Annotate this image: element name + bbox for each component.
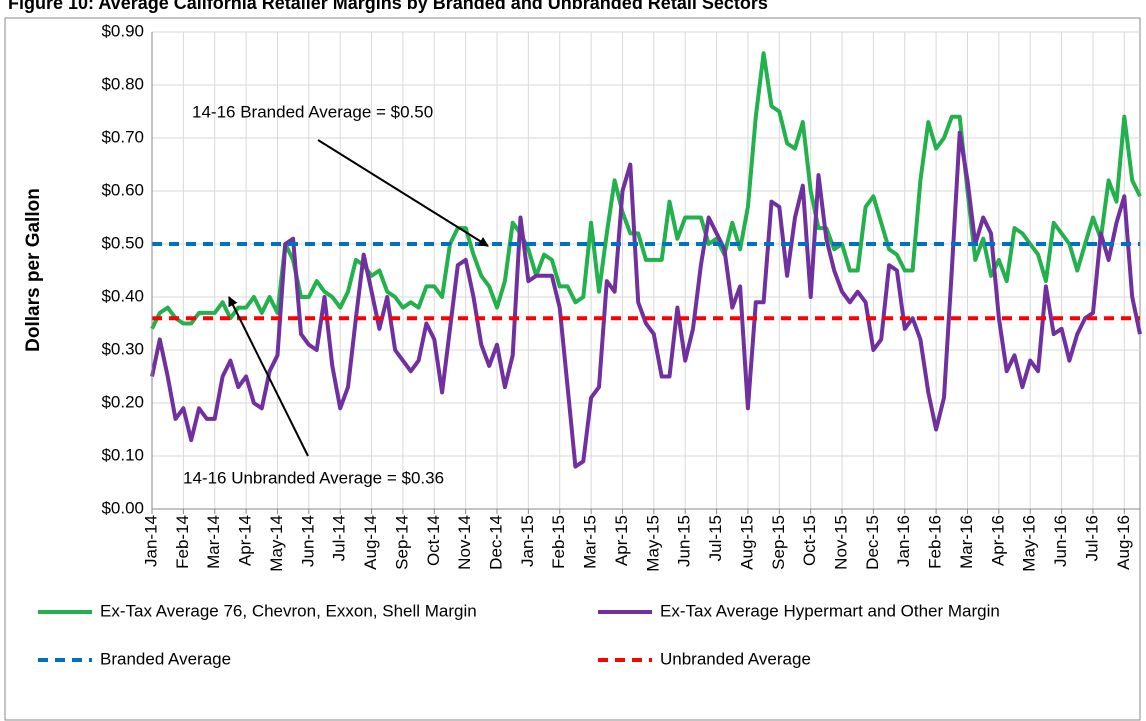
legend-label: Branded Average [100,649,231,668]
x-tick-label: Nov-14 [455,515,474,570]
x-tick-label: Apr-14 [236,515,255,566]
x-tick-label: Jul-14 [330,515,349,561]
annotation: 14-16 Branded Average = $0.50 [192,102,433,121]
y-axis-title: Dollars per Gallon [23,188,44,352]
x-tick-label: May-15 [643,515,662,572]
y-tick-label: $0.60 [101,180,144,199]
x-tick-label: Feb-16 [926,515,945,569]
x-tick-label: Apr-15 [612,515,631,566]
x-tick-label: Jul-16 [1082,515,1101,561]
x-tick-label: Oct-14 [424,515,443,566]
chart-title: Figure 10: Average California Retailer M… [8,0,768,13]
y-tick-label: $0.20 [101,392,144,411]
y-tick-label: $0.90 [101,21,144,40]
x-tick-label: Jun-14 [298,515,317,567]
x-tick-label: Feb-15 [549,515,568,569]
legend-label: Unbranded Average [660,649,811,668]
chart-border [4,17,1141,721]
x-tick-label: Mar-14 [204,515,223,569]
x-tick-label: Jun-16 [1051,515,1070,567]
x-tick-label: Jun-15 [675,515,694,567]
x-tick-label: Mar-15 [581,515,600,569]
y-tick-label: $0.50 [101,233,144,252]
y-tick-label: $0.30 [101,339,144,358]
x-tick-label: Nov-15 [832,515,851,570]
x-tick-label: Jan-15 [518,515,537,567]
x-tick-label: Apr-16 [988,515,1007,566]
legend-label: Ex-Tax Average Hypermart and Other Margi… [660,601,1000,620]
x-tick-label: Jul-15 [706,515,725,561]
y-tick-label: $0.40 [101,286,144,305]
annotation-arrow [228,296,309,457]
y-tick-label: $0.00 [101,498,144,517]
x-tick-label: Aug-14 [361,515,380,570]
x-tick-label: Jan-16 [894,515,913,567]
y-tick-label: $0.70 [101,127,144,146]
series-line [150,51,1142,330]
x-tick-label: Sep-14 [392,515,411,570]
x-tick-label: Aug-16 [1114,515,1133,570]
x-tick-label: Jan-14 [141,515,160,567]
annotation-arrow [317,139,489,247]
x-tick-label: Dec-15 [863,515,882,570]
x-tick-label: Mar-16 [957,515,976,569]
x-tick-label: Dec-14 [487,515,506,570]
y-tick-label: $0.80 [101,74,144,93]
legend-label: Ex-Tax Average 76, Chevron, Exxon, Shell… [100,601,477,620]
x-tick-label: Feb-14 [173,515,192,569]
x-tick-label: Sep-15 [769,515,788,570]
x-tick-label: Oct-15 [800,515,819,566]
x-tick-label: May-16 [1020,515,1039,572]
annotation: 14-16 Unbranded Average = $0.36 [183,468,444,487]
x-tick-label: May-14 [267,515,286,572]
y-tick-label: $0.10 [101,445,144,464]
x-tick-label: Aug-15 [737,515,756,570]
